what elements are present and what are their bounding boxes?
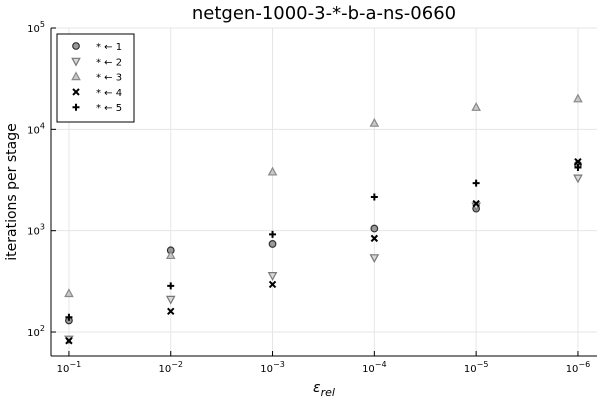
legend-marker — [71, 57, 81, 67]
legend-label: * ← 2 — [96, 57, 122, 68]
x-tick-label: 10−6 — [566, 360, 591, 375]
data-point — [167, 307, 175, 316]
data-point — [471, 102, 481, 111]
legend-box — [56, 33, 135, 123]
legend-label: * ← 3 — [96, 73, 122, 84]
data-point — [65, 313, 73, 321]
data-point — [472, 179, 480, 187]
series-3 — [64, 93, 583, 298]
x-axis-label: εrel — [313, 380, 335, 399]
x-tick-label: 10−2 — [158, 360, 183, 375]
y-tick-label: 105 — [27, 20, 45, 35]
grid — [51, 27, 597, 356]
data-point — [268, 240, 277, 248]
y-tick-label: 104 — [27, 121, 45, 136]
data-point — [369, 254, 380, 264]
legend-marker — [72, 103, 80, 111]
data-point — [65, 337, 73, 345]
series-1 — [65, 160, 582, 325]
legend-item: * ← 5 — [72, 103, 122, 114]
data-point — [369, 117, 380, 127]
axes — [50, 27, 597, 357]
y-axis-label: iterations per stage — [4, 123, 20, 260]
data-point — [370, 234, 379, 243]
data-point — [472, 199, 480, 208]
legend-marker — [72, 42, 80, 50]
data-point — [64, 288, 74, 298]
data-point — [574, 157, 582, 166]
data-point — [165, 295, 176, 305]
tick-labels: 10−1 10−2 10−3 10−4 10−5 10−6 102 103 104 105 — [27, 20, 590, 375]
data-point — [370, 224, 379, 233]
legend-item: * ← 3 — [71, 71, 122, 84]
y-tick-label: 103 — [27, 223, 45, 238]
x-tick-label: 10−4 — [362, 360, 387, 375]
series-2 — [64, 174, 583, 345]
data-point — [370, 193, 378, 201]
x-tick-label: 10−5 — [464, 360, 489, 375]
legend-label: * ← 4 — [96, 88, 122, 99]
legend-label: * ← 5 — [96, 103, 122, 114]
data-point — [167, 282, 175, 290]
legend-label: * ← 1 — [96, 42, 122, 53]
series-5 — [65, 164, 582, 321]
data-point — [573, 93, 583, 103]
data-point — [267, 272, 278, 281]
data-point — [165, 250, 176, 260]
series-4 — [65, 157, 582, 345]
data-point — [269, 230, 277, 238]
legend-marker — [71, 71, 81, 81]
data-point — [573, 174, 583, 184]
chart-title: netgen-1000-3-*-b-a-ns-0660 — [192, 3, 456, 24]
data-points — [64, 93, 583, 345]
x-tick-label: 10−1 — [57, 360, 82, 375]
legend-item: * ← 1 — [72, 42, 122, 53]
data-point — [574, 164, 582, 172]
legend-item: * ← 2 — [71, 57, 122, 68]
data-point — [267, 166, 278, 176]
legend-marker — [72, 88, 80, 96]
legend: * ← 1 * ← 2 * ← 3 * ← 4 * ← 5 — [56, 33, 135, 123]
y-tick-label: 102 — [27, 324, 45, 339]
legend-item: * ← 4 — [72, 88, 122, 99]
data-point — [268, 280, 277, 289]
x-tick-label: 10−3 — [260, 360, 285, 375]
